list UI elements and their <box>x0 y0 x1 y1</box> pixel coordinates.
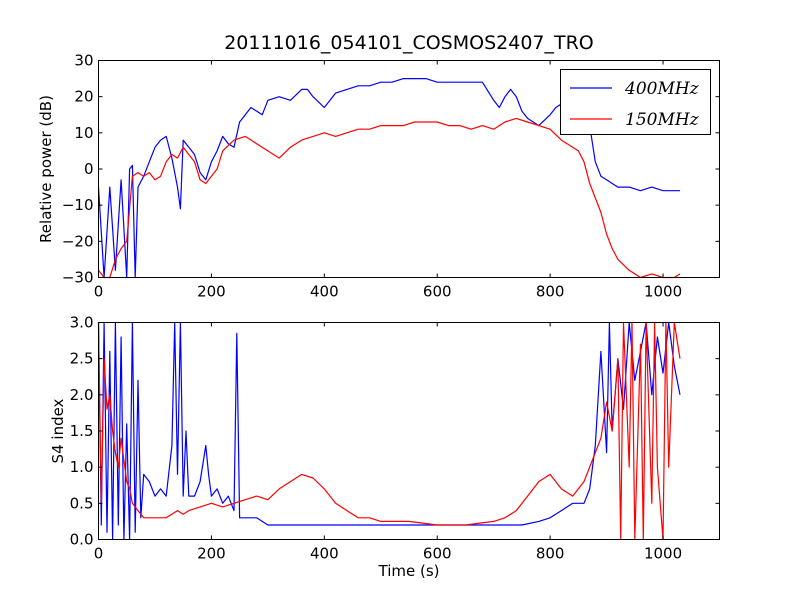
x-tick-label: 200 <box>197 545 226 563</box>
x-tick-label: 800 <box>536 283 565 301</box>
x-tick-label: 0 <box>94 283 104 301</box>
series-line-150mhz <box>98 117 681 279</box>
top-plot-ylabel: Relative power (dB) <box>37 95 55 243</box>
y-tick-label: −10 <box>62 196 94 214</box>
series-line-150mhz <box>97 321 681 541</box>
x-tick-label: 800 <box>536 545 565 563</box>
top-plot-frame <box>98 60 720 278</box>
y-tick-label: 0.0 <box>70 531 94 549</box>
y-tick-label: 10 <box>74 124 93 142</box>
y-tick-label: 30 <box>74 52 93 70</box>
x-tick-label: 1000 <box>644 283 682 301</box>
y-tick-label: 0 <box>84 160 94 178</box>
bottom-plot-xlabel: Time (s) <box>378 562 440 580</box>
chart-title: 20111016_054101_COSMOS2407_TRO <box>224 32 594 54</box>
legend-label-150mhz: 150MHz <box>625 110 700 130</box>
y-tick-label: 2.5 <box>70 350 94 368</box>
legend: 400MHz 150MHz <box>560 69 711 135</box>
bottom-plot: 0 200 400 600 800 1000 0.0 0.5 1.0 1.5 2.0 2.5 3.0 S… <box>49 314 720 580</box>
top-plot-ticks: 0 200 400 600 800 1000 −30 −20 −10 0 10 20 30 <box>62 52 720 301</box>
bottom-plot-ticks: 0 200 400 600 800 1000 0.0 0.5 1.0 1.5 2.0 2.5 3.0 <box>70 314 720 563</box>
x-tick-label: 400 <box>310 283 339 301</box>
top-plot: 0 200 400 600 800 1000 −30 −20 −10 0 10 20 30 Relati… <box>37 52 720 301</box>
y-tick-label: 3.0 <box>70 314 94 332</box>
y-tick-label: 20 <box>74 88 93 106</box>
x-tick-label: 400 <box>310 545 339 563</box>
x-tick-label: 200 <box>197 283 226 301</box>
x-tick-label: 600 <box>423 283 452 301</box>
y-tick-label: 2.0 <box>70 386 94 404</box>
y-tick-label: 0.5 <box>70 494 94 512</box>
y-tick-label: 1.5 <box>70 422 94 440</box>
bottom-plot-series <box>97 321 681 541</box>
x-tick-label: 0 <box>94 545 104 563</box>
y-tick-label: −30 <box>62 269 94 287</box>
bottom-plot-ylabel: S4 index <box>49 398 67 463</box>
y-tick-label: 1.0 <box>70 458 94 476</box>
x-tick-label: 600 <box>423 545 452 563</box>
x-tick-label: 1000 <box>644 545 682 563</box>
legend-label-400mhz: 400MHz <box>624 79 700 99</box>
bottom-plot-frame <box>98 322 720 540</box>
y-tick-label: −20 <box>62 232 94 250</box>
series-line-400mhz <box>97 321 681 541</box>
